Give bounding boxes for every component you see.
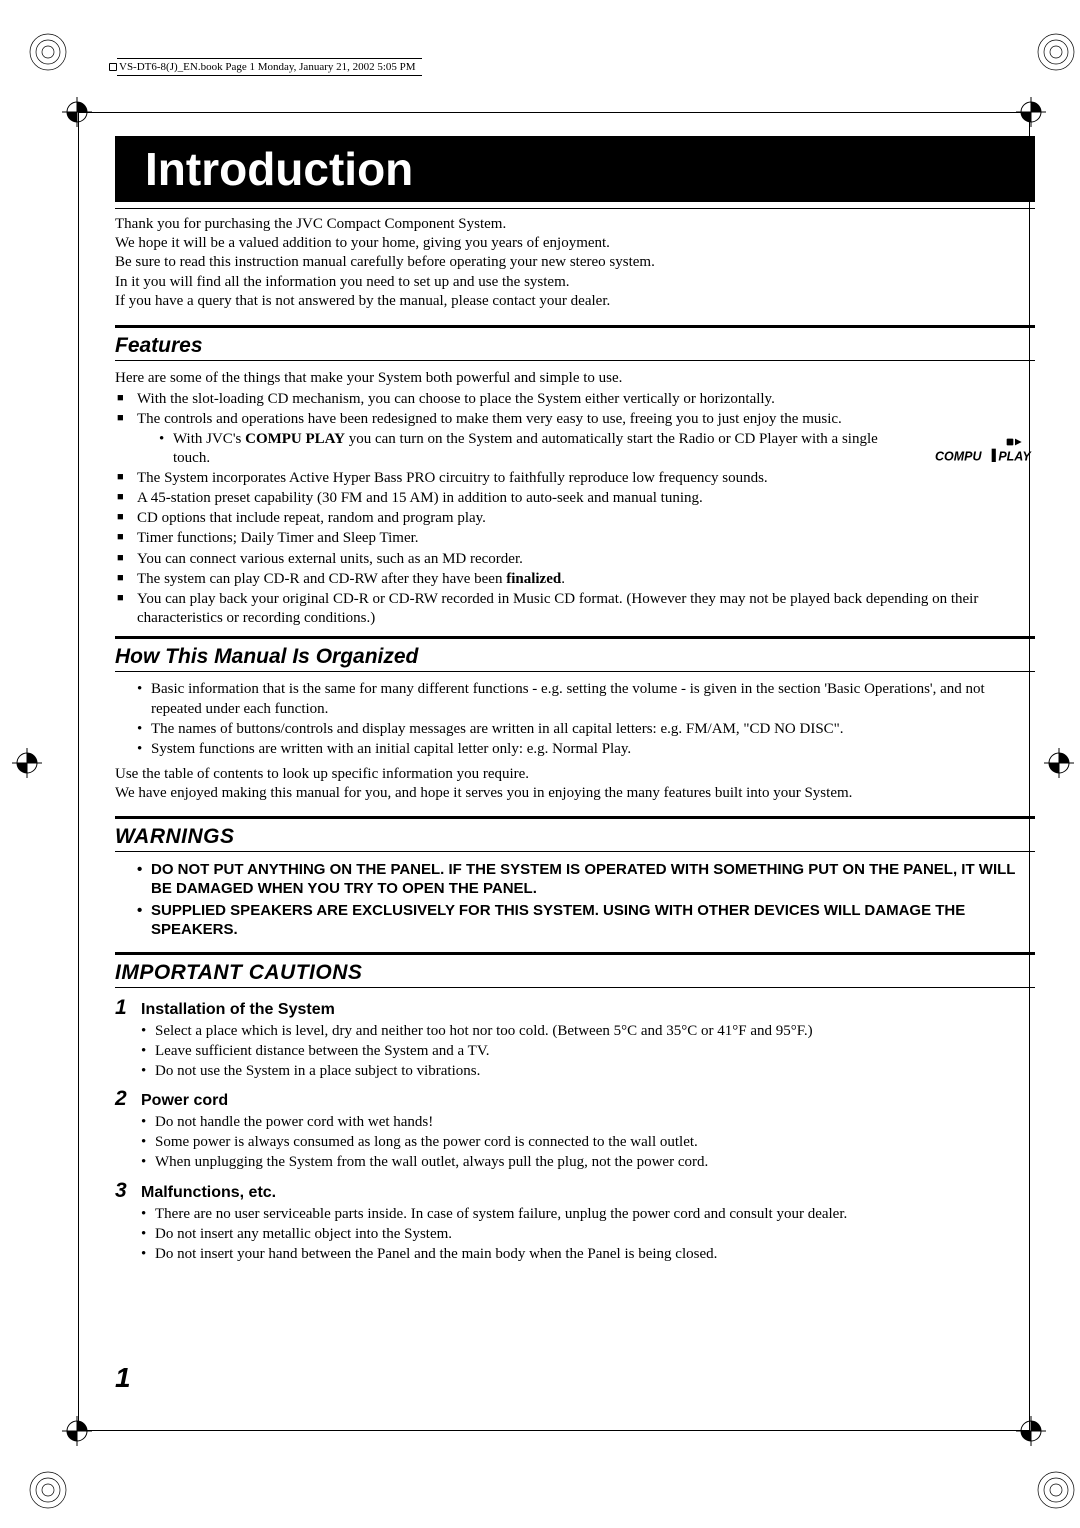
- caution-item: Do not insert your hand between the Pane…: [125, 1245, 1035, 1264]
- page: VS-DT6-8(J)_EN.book Page 1 Monday, Janua…: [0, 0, 1080, 1528]
- cropline-left: [78, 112, 79, 1431]
- intro-line: We hope it will be a valued addition to …: [115, 234, 1035, 253]
- caution-item: Some power is always consumed as long as…: [125, 1133, 1035, 1152]
- manual-org-item: Basic information that is the same for m…: [115, 680, 1035, 718]
- warnings-list: DO NOT PUT ANYTHING ON THE PANEL. IF THE…: [115, 860, 1035, 940]
- caution-item: There are no user serviceable parts insi…: [125, 1205, 1035, 1224]
- caution-number: 1: [115, 996, 137, 1020]
- regmark-bottom-right: [1036, 1470, 1076, 1510]
- rule: [115, 987, 1035, 988]
- rule: [115, 671, 1035, 672]
- caution-item: Do not use the System in a place subject…: [125, 1062, 1035, 1081]
- warning-item: SUPPLIED SPEAKERS ARE EXCLUSIVELY FOR TH…: [115, 901, 1035, 940]
- caution-item: Leave sufficient distance between the Sy…: [125, 1042, 1035, 1061]
- caution-item: Do not insert any metallic object into t…: [125, 1225, 1035, 1244]
- caution-number: 2: [115, 1087, 137, 1111]
- intro-line: Be sure to read this instruction manual …: [115, 253, 1035, 272]
- rule: [115, 360, 1035, 361]
- feature-item: Timer functions; Daily Timer and Sleep T…: [115, 529, 1035, 548]
- manual-org-heading: How This Manual Is Organized: [115, 645, 1035, 669]
- cropline-bottom: [78, 1430, 1030, 1431]
- feature-subitem: With JVC's COMPU PLAY you can turn on th…: [137, 430, 905, 468]
- caution-item: Do not handle the power cord with wet ha…: [125, 1113, 1035, 1132]
- print-header: VS-DT6-8(J)_EN.book Page 1 Monday, Janua…: [115, 58, 1035, 76]
- regmark-bottom-left: [28, 1470, 68, 1510]
- title-bar: Introduction: [115, 136, 1035, 202]
- rule: [115, 208, 1035, 209]
- caution-group-3: 3 Malfunctions, etc.: [115, 1179, 1035, 1203]
- feature-item: You can play back your original CD-R or …: [115, 590, 1035, 628]
- caution-item: Select a place which is level, dry and n…: [125, 1022, 1035, 1041]
- feature-item: The controls and operations have been re…: [115, 410, 1035, 468]
- caution-group-2: 2 Power cord: [115, 1087, 1035, 1111]
- intro-paragraph: Thank you for purchasing the JVC Compact…: [115, 215, 1035, 311]
- caution-number: 3: [115, 1179, 137, 1203]
- caution-group-1: 1 Installation of the System: [115, 996, 1035, 1020]
- warning-item: DO NOT PUT ANYTHING ON THE PANEL. IF THE…: [115, 860, 1035, 899]
- caution-list-1: Select a place which is level, dry and n…: [125, 1022, 1035, 1082]
- feature-item: The System incorporates Active Hyper Bas…: [115, 469, 1035, 488]
- feature-item: CD options that include repeat, random a…: [115, 509, 1035, 528]
- features-block: COMPU PLAY Here are some of the things t…: [115, 369, 1035, 628]
- caution-title: Power cord: [141, 1092, 228, 1109]
- intro-line: In it you will find all the information …: [115, 273, 1035, 292]
- caution-title: Installation of the System: [141, 1001, 335, 1018]
- feature-item: You can connect various external units, …: [115, 550, 1035, 569]
- feature-item: A 45-station preset capability (30 FM an…: [115, 489, 1035, 508]
- warnings-heading: WARNINGS: [115, 825, 1035, 849]
- cautions-heading: IMPORTANT CAUTIONS: [115, 961, 1035, 985]
- features-list: With the slot-loading CD mechanism, you …: [115, 390, 1035, 628]
- rule: [115, 952, 1035, 955]
- caution-list-3: There are no user serviceable parts insi…: [125, 1205, 1035, 1265]
- regmark-top-right: [1036, 32, 1076, 72]
- manual-org-item: System functions are written with an ini…: [115, 740, 1035, 759]
- crosshair-mid-right: [1044, 748, 1074, 778]
- page-number: 1: [115, 1362, 131, 1394]
- feature-item: The system can play CD-R and CD-RW after…: [115, 570, 1035, 589]
- rule: [115, 325, 1035, 328]
- features-heading: Features: [115, 334, 1035, 358]
- crosshair-bottom-left: [62, 1416, 92, 1446]
- crosshair-bottom-right: [1016, 1416, 1046, 1446]
- feature-sublist: With JVC's COMPU PLAY you can turn on th…: [137, 430, 905, 468]
- page-title: Introduction: [145, 142, 1035, 196]
- intro-line: Thank you for purchasing the JVC Compact…: [115, 215, 1035, 234]
- manual-org-item: The names of buttons/controls and displa…: [115, 720, 1035, 739]
- feature-item: With the slot-loading CD mechanism, you …: [115, 390, 1035, 409]
- intro-line: If you have a query that is not answered…: [115, 292, 1035, 311]
- print-header-text: VS-DT6-8(J)_EN.book Page 1 Monday, Janua…: [117, 58, 422, 76]
- features-lead: Here are some of the things that make yo…: [115, 369, 1035, 388]
- rule: [115, 636, 1035, 639]
- manual-org-list: Basic information that is the same for m…: [115, 680, 1035, 759]
- caution-title: Malfunctions, etc.: [141, 1184, 276, 1201]
- caution-item: When unplugging the System from the wall…: [125, 1153, 1035, 1172]
- rule: [115, 851, 1035, 852]
- rule: [115, 816, 1035, 819]
- regmark-top-left: [28, 32, 68, 72]
- manual-org-tail: Use the table of contents to look up spe…: [115, 765, 1035, 803]
- caution-list-2: Do not handle the power cord with wet ha…: [125, 1113, 1035, 1173]
- content-area: VS-DT6-8(J)_EN.book Page 1 Monday, Janua…: [115, 58, 1035, 1270]
- crosshair-mid-left: [12, 748, 42, 778]
